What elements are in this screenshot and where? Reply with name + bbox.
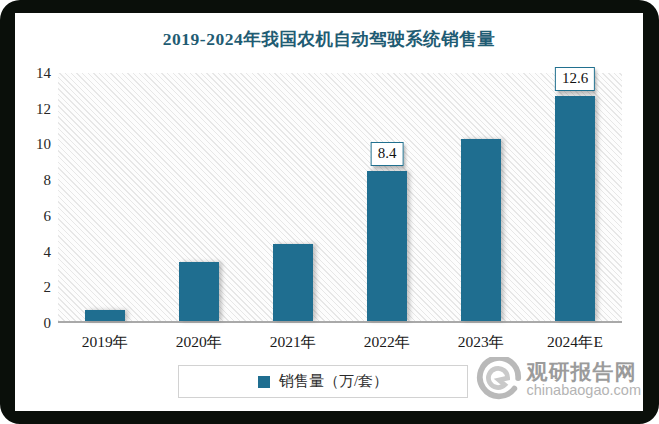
chart-title: 2019-2024年我国农机自动驾驶系统销售量 bbox=[15, 27, 643, 51]
y-tick-label: 14 bbox=[36, 66, 51, 81]
y-tick-label: 12 bbox=[36, 101, 51, 116]
bar-value-label: 12.6 bbox=[555, 67, 595, 91]
x-tick-label: 2022年 bbox=[340, 332, 434, 353]
bar-2022年 bbox=[367, 171, 407, 321]
chart-canvas: 2019-2024年我国农机自动驾驶系统销售量 02468101214 8.41… bbox=[15, 13, 643, 411]
y-tick-label: 8 bbox=[44, 173, 52, 188]
plot-area: 8.412.6 bbox=[58, 73, 622, 323]
legend-label: 销售量（万/套） bbox=[279, 372, 388, 391]
y-tick-label: 2 bbox=[44, 280, 52, 295]
bar-2021年 bbox=[273, 244, 313, 321]
bar-2020年 bbox=[179, 262, 219, 321]
y-tick-label: 10 bbox=[36, 137, 51, 152]
chart-area: 02468101214 8.412.6 bbox=[15, 73, 622, 323]
x-axis: 2019年2020年2021年2022年2023年2024年E bbox=[58, 332, 622, 353]
watermark: 观研报告网 chinabaogao.com bbox=[476, 357, 641, 403]
x-tick-label: 2021年 bbox=[246, 332, 340, 353]
bar-2024年E bbox=[555, 96, 595, 321]
legend: 销售量（万/套） bbox=[178, 365, 468, 398]
watermark-name: 观研报告网 bbox=[527, 361, 641, 383]
x-tick-label: 2019年 bbox=[58, 332, 152, 353]
x-tick-label: 2024年E bbox=[528, 332, 622, 353]
x-tick-label: 2020年 bbox=[152, 332, 246, 353]
legend-swatch-icon bbox=[258, 376, 270, 388]
watermark-domain: chinabaogao.com bbox=[527, 383, 641, 398]
y-axis: 02468101214 bbox=[15, 73, 58, 323]
y-tick-label: 4 bbox=[44, 244, 52, 259]
y-tick-label: 6 bbox=[44, 208, 52, 223]
y-tick-label: 0 bbox=[44, 316, 52, 331]
guanyan-logo-icon bbox=[476, 357, 522, 403]
x-tick-label: 2023年 bbox=[434, 332, 528, 353]
watermark-text: 观研报告网 chinabaogao.com bbox=[527, 361, 641, 398]
bar-2019年 bbox=[85, 310, 125, 321]
bar-2023年 bbox=[461, 139, 501, 321]
screenshot-frame: 2019-2024年我国农机自动驾驶系统销售量 02468101214 8.41… bbox=[0, 0, 659, 424]
bar-value-label: 8.4 bbox=[371, 142, 404, 166]
